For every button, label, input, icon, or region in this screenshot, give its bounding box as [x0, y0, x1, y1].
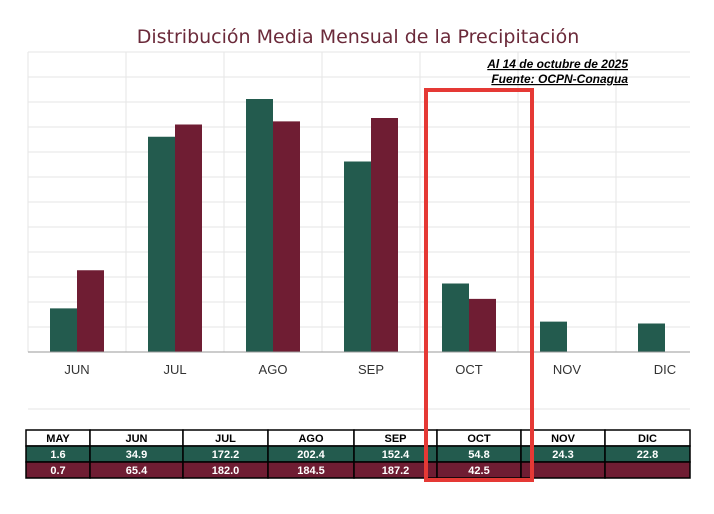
table-header: JUN	[125, 433, 147, 445]
bar-nov-s1	[540, 321, 567, 352]
table-value: 34.9	[126, 449, 147, 461]
table-value: 182.0	[212, 465, 240, 477]
source-annotation: Fuente: OCPN-Conagua	[491, 72, 628, 86]
table-value: 0.7	[50, 465, 65, 477]
bar-oct-s2	[469, 298, 496, 352]
table-value: 184.5	[297, 465, 325, 477]
chart-title: Distribución Media Mensual de la Precipi…	[137, 26, 580, 48]
table-value: 202.4	[297, 449, 325, 461]
bar-ago-s1	[246, 99, 273, 352]
x-tick-label: NOV	[553, 362, 582, 377]
x-tick-label: JUL	[163, 362, 186, 377]
table-value: 172.2	[212, 449, 240, 461]
x-tick-label: SEP	[358, 362, 384, 377]
bar-jun-s2	[77, 270, 104, 352]
table-value: 152.4	[382, 449, 410, 461]
highlight-box	[424, 88, 534, 482]
bar-dic-s1	[638, 323, 665, 352]
x-tick-label: OCT	[455, 362, 483, 377]
x-tick-label: AGO	[259, 362, 288, 377]
table-value: 42.5	[468, 465, 489, 477]
x-tick-label: DIC	[654, 362, 676, 377]
table-header: AGO	[298, 433, 324, 445]
bar-jul-s1	[148, 136, 175, 352]
bars	[50, 99, 665, 352]
bar-sep-s1	[344, 161, 371, 352]
x-axis-ticks: JUN JUL AGO SEP OCT NOV DIC	[28, 362, 690, 410]
data-table: MAY JUN JUL AGO SEP OCT NOV DIC 1.6 34.9 172.2 202.…	[25, 429, 691, 479]
table-value: 1.6	[50, 449, 65, 461]
bar-jul-s2	[175, 124, 202, 352]
table-value: 187.2	[382, 465, 410, 477]
table-cell	[604, 461, 691, 479]
table-value: 65.4	[126, 465, 148, 477]
table-header: SEP	[384, 433, 406, 445]
table-header: MAY	[46, 433, 70, 445]
table-value: 22.8	[637, 449, 658, 461]
bar-jun-s1	[50, 308, 77, 352]
table-header: NOV	[551, 433, 576, 445]
table-header: OCT	[467, 433, 491, 445]
table-value: 54.8	[468, 449, 489, 461]
table-header: JUL	[215, 433, 236, 445]
bar-oct-s1	[442, 283, 469, 352]
table-header: DIC	[638, 433, 657, 445]
table-value: 24.3	[552, 449, 573, 461]
bar-ago-s2	[273, 121, 300, 352]
x-tick-label: JUN	[64, 362, 89, 377]
bar-sep-s2	[371, 118, 398, 352]
date-annotation: Al 14 de octubre de 2025	[486, 57, 628, 71]
